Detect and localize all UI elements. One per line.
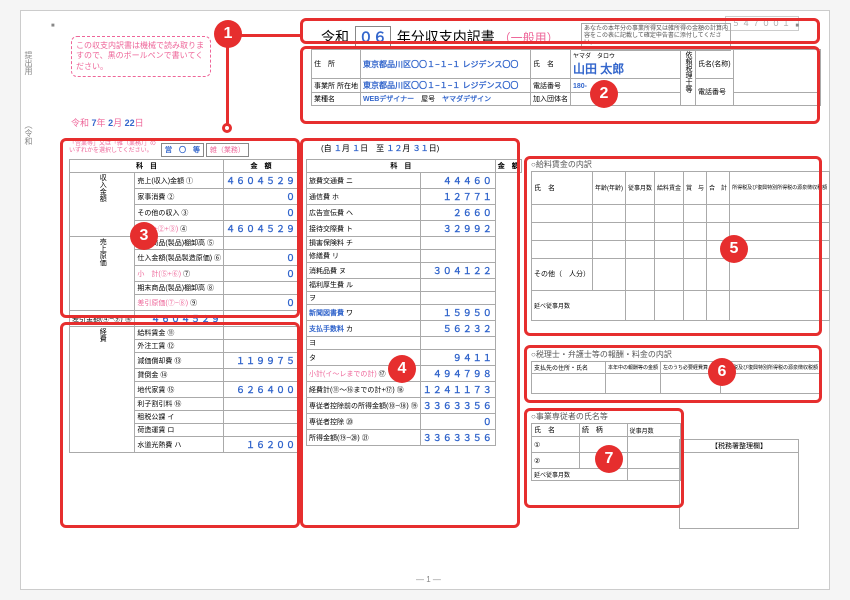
badge-3: 3 (130, 222, 158, 250)
badge-6: 6 (708, 358, 736, 386)
page-number: — 1 — (416, 575, 441, 584)
badge-5: 5 (720, 235, 748, 263)
tax-office-box: 【税務署整理欄】 (679, 439, 799, 529)
badge-7: 7 (595, 445, 623, 473)
side-tab-era: （令和 (23, 121, 34, 145)
connector-dot (222, 123, 232, 133)
highlight-4 (300, 138, 520, 528)
badge-1: 1 (214, 20, 242, 48)
pink-instruction: この収支内訳書は機械で読み取りますので、黒のボールペンで書いてください。 (71, 36, 211, 77)
badge-4: 4 (388, 355, 416, 383)
date-era: 令和 (71, 118, 89, 128)
highlight-2 (300, 46, 820, 124)
highlight-5 (524, 156, 822, 336)
highlight-6 (524, 345, 822, 403)
side-tab-submit: 提出用 (23, 51, 34, 75)
corner-mark: ■ (51, 23, 55, 29)
highlight-3 (60, 138, 300, 318)
highlight-1 (300, 18, 820, 44)
tax-office-label: 【税務署整理欄】 (680, 440, 798, 453)
highlight-exp (60, 322, 300, 528)
date-row: 令和 7年 2月 22日 (71, 116, 144, 129)
badge-2: 2 (590, 80, 618, 108)
date-day: 22 (125, 118, 135, 128)
